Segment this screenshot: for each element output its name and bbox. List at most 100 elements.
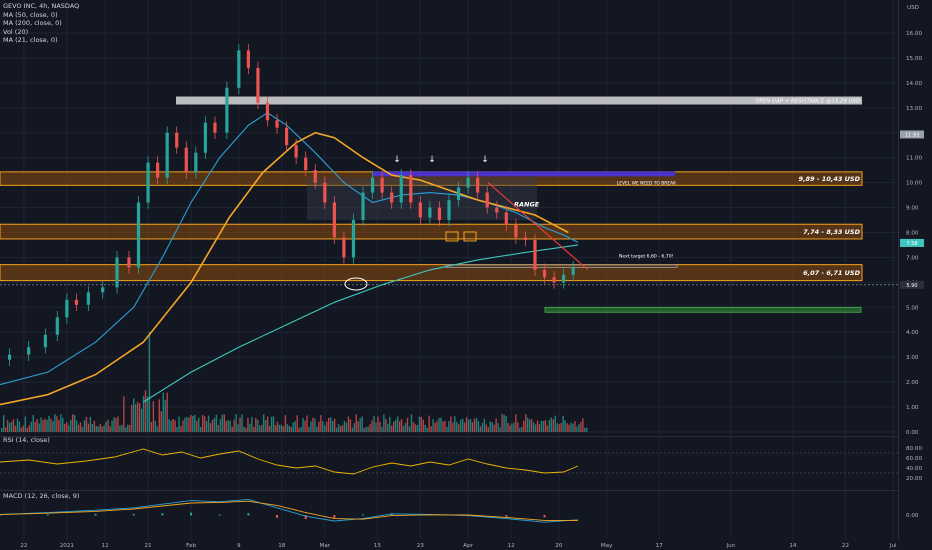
price-tick-label: 14.00 bbox=[906, 81, 922, 87]
volume-bar bbox=[398, 421, 401, 432]
candle-body bbox=[237, 50, 241, 88]
volume-bar bbox=[475, 418, 478, 432]
macd-histogram-bar bbox=[132, 513, 135, 516]
volume-bar bbox=[369, 424, 371, 432]
macd-histogram-bar bbox=[247, 513, 250, 516]
time-tick-label: Jun bbox=[725, 543, 735, 549]
volume-bar bbox=[556, 423, 558, 432]
volume-bar bbox=[164, 399, 166, 432]
next-target-label: Next target 6,60 - 6,70! bbox=[619, 253, 674, 259]
volume-bar bbox=[552, 419, 554, 432]
volume-bar bbox=[566, 423, 568, 432]
volume-bar bbox=[436, 420, 438, 432]
volume-bar bbox=[211, 419, 214, 432]
ma200-line bbox=[143, 244, 579, 403]
volume-bar bbox=[36, 418, 38, 432]
volume-bar bbox=[465, 417, 468, 432]
volume-bar bbox=[280, 424, 283, 432]
time-tick-label: 22 bbox=[20, 543, 27, 549]
volume-bar bbox=[12, 419, 15, 432]
candle-body bbox=[390, 192, 394, 203]
candle-body bbox=[136, 202, 141, 268]
candle-body bbox=[399, 175, 403, 203]
price-tick-label: 1.00 bbox=[906, 405, 919, 411]
volume-bar bbox=[491, 422, 493, 432]
candle-body bbox=[284, 127, 289, 146]
volume-bar bbox=[243, 426, 245, 432]
volume-bar bbox=[259, 425, 261, 432]
volume-bar bbox=[115, 418, 117, 432]
volume-bar bbox=[339, 426, 342, 432]
candle-body bbox=[523, 237, 528, 240]
volume-bar bbox=[286, 424, 289, 432]
candle-body bbox=[552, 277, 556, 283]
volume-bar bbox=[308, 427, 310, 432]
volume-bar bbox=[198, 417, 200, 432]
volume-bar bbox=[54, 414, 56, 432]
volume-bar bbox=[483, 418, 486, 432]
volume-bar bbox=[314, 418, 316, 432]
price-axis-marker bbox=[900, 280, 924, 289]
volume-bar bbox=[515, 414, 517, 432]
volume-bar bbox=[550, 417, 553, 432]
volume-bar bbox=[249, 423, 251, 432]
volume-bar bbox=[560, 422, 562, 432]
macd-histogram-bar bbox=[190, 512, 193, 516]
candle-body bbox=[7, 354, 12, 360]
volume-bar bbox=[131, 404, 133, 432]
volume-bar bbox=[499, 427, 501, 432]
volume-bar bbox=[404, 422, 407, 432]
volume-bar bbox=[160, 411, 162, 432]
volume-bar bbox=[310, 421, 312, 432]
price-tick-label: 13.00 bbox=[906, 106, 922, 112]
volume-bar bbox=[393, 421, 395, 432]
volume-bar bbox=[418, 416, 421, 432]
volume-bar bbox=[209, 423, 212, 432]
candle-body bbox=[562, 274, 566, 283]
volume-bar bbox=[44, 418, 46, 432]
volume-bar bbox=[430, 426, 432, 432]
volume-bar bbox=[568, 424, 570, 432]
volume-bar bbox=[471, 422, 474, 432]
volume-bar bbox=[521, 426, 523, 432]
volume-bar bbox=[487, 427, 489, 432]
volume-bar bbox=[162, 392, 164, 432]
volume-bar bbox=[306, 415, 308, 432]
volume-bar bbox=[71, 414, 74, 432]
volume-bar bbox=[266, 416, 269, 432]
candle-body bbox=[55, 317, 59, 335]
volume-bar bbox=[38, 423, 40, 432]
down-arrow-annotation: ↓ bbox=[481, 155, 489, 165]
volume-bar bbox=[109, 426, 111, 432]
volume-bar bbox=[91, 424, 94, 432]
volume-bar bbox=[203, 416, 206, 432]
volume-bar bbox=[347, 416, 350, 432]
volume-bar bbox=[373, 415, 375, 432]
time-tick-label: Jul bbox=[889, 543, 897, 549]
volume-bar bbox=[574, 421, 576, 432]
volume-bar bbox=[166, 392, 168, 432]
candle-body bbox=[504, 212, 508, 225]
price-tick-label: 10.00 bbox=[906, 181, 922, 187]
volume-bar bbox=[576, 426, 578, 432]
volume-bar bbox=[530, 419, 533, 432]
volume-bar bbox=[377, 416, 379, 432]
volume-bar bbox=[452, 422, 454, 432]
volume-bar bbox=[73, 415, 76, 432]
volume-bar bbox=[469, 419, 472, 432]
volume-bar bbox=[424, 424, 426, 432]
candle-body bbox=[165, 132, 169, 178]
candle-body bbox=[361, 192, 365, 220]
rsi-tick-label: 80.00 bbox=[906, 446, 922, 452]
volume-bar bbox=[205, 421, 208, 432]
volume-bar bbox=[526, 417, 529, 432]
support-zone bbox=[0, 264, 863, 282]
candle-body bbox=[370, 177, 375, 193]
volume-bar bbox=[217, 425, 220, 432]
candle-body bbox=[43, 334, 47, 348]
time-tick-label: 17 bbox=[656, 543, 664, 549]
volume-bar bbox=[542, 420, 545, 432]
volume-bar bbox=[442, 421, 444, 432]
macd-signal-line bbox=[0, 500, 578, 521]
